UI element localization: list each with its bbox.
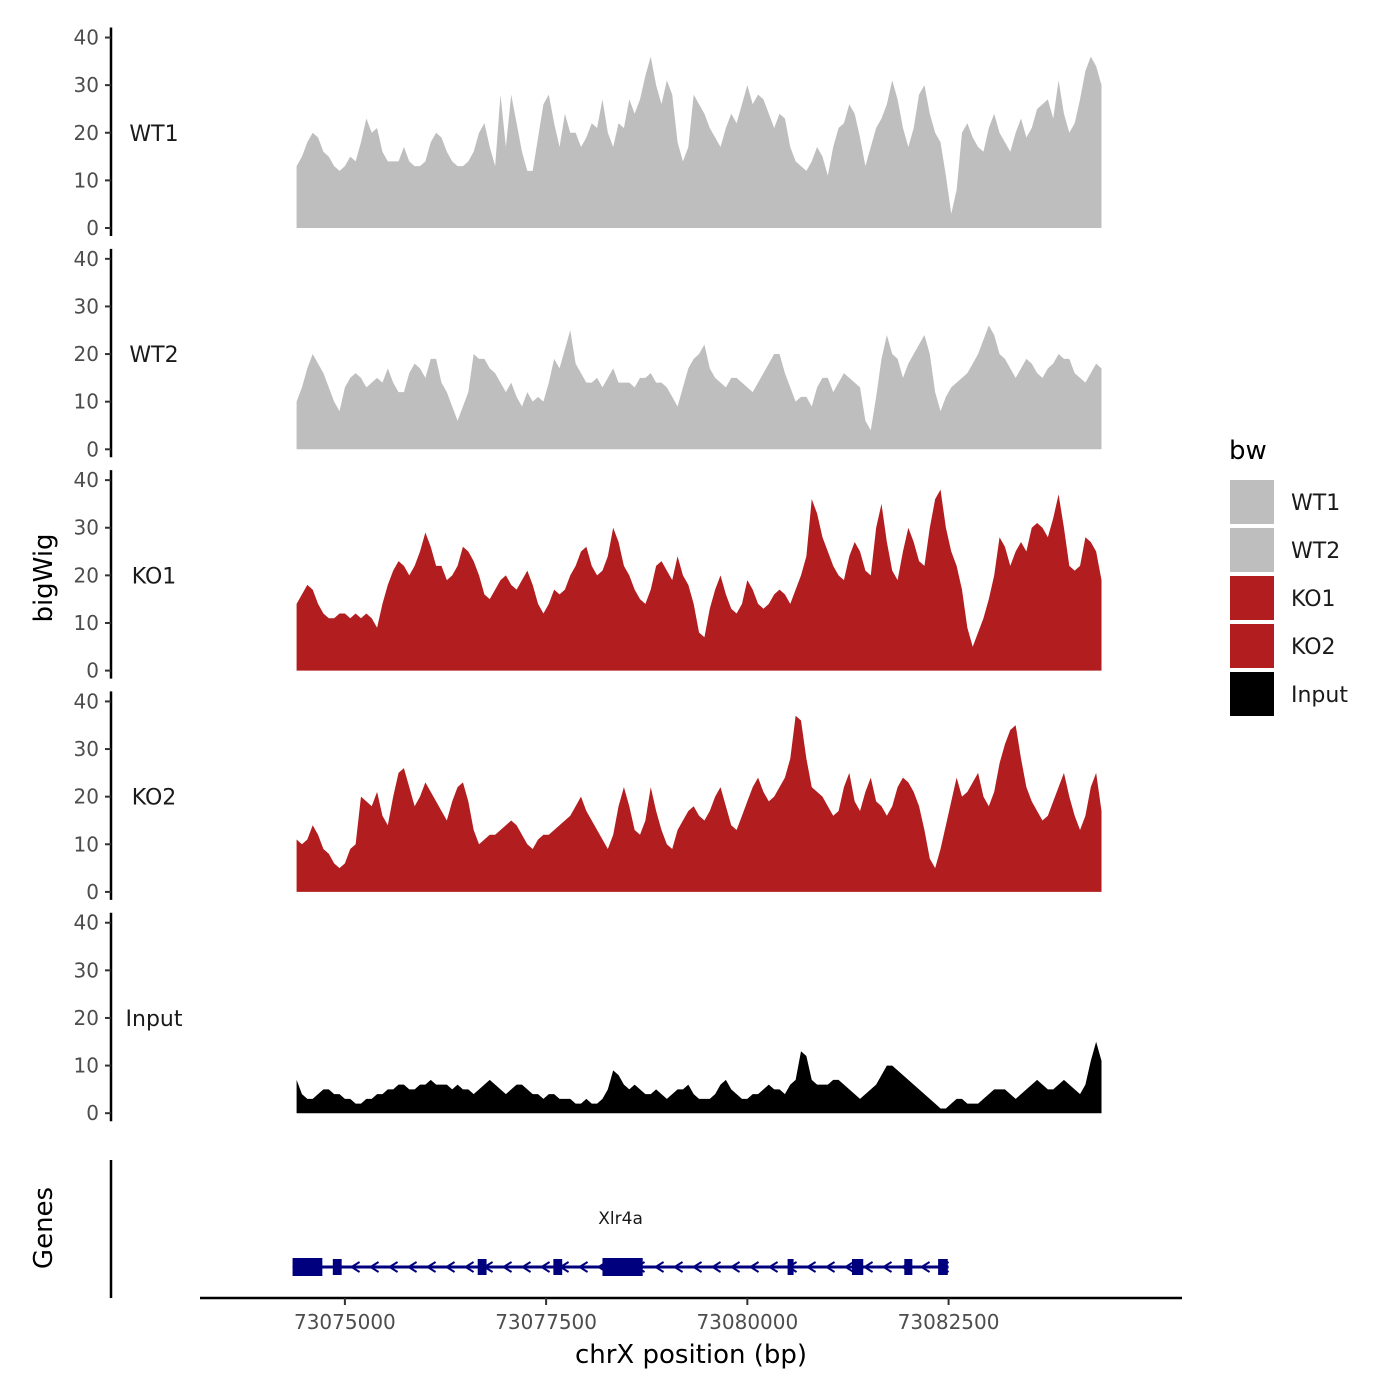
legend-label-wt2: WT2: [1291, 539, 1340, 564]
gene-exon: [292, 1258, 323, 1276]
legend-swatch-ko2: [1230, 624, 1274, 668]
coverage-tracks: 0 10 20 30 40 WT1 0 10 20 30 40 WT2 0 10 20 30 40 KO1 0 10 2…: [74, 26, 1102, 1125]
strand-arrow: [691, 1261, 703, 1273]
y-tick-label: 10: [74, 390, 99, 414]
y-tick-label: 40: [74, 689, 99, 713]
strand-arrow: [672, 1261, 684, 1273]
gene-exon: [553, 1259, 563, 1275]
y-tick-label: 30: [74, 737, 99, 761]
area-series-ko1: [296, 489, 1102, 671]
strand-arrow: [425, 1261, 437, 1273]
y-tick-label: 10: [74, 1054, 99, 1078]
y-tick-label: 40: [74, 911, 99, 935]
gene-exon: [477, 1259, 487, 1275]
y-tick-label: 0: [86, 1101, 99, 1125]
y-tick-label: 40: [74, 247, 99, 271]
strand-arrow: [824, 1261, 836, 1273]
strand-arrow: [805, 1261, 817, 1273]
genes-track: Genes Xlr4a: [29, 1160, 950, 1298]
strand-arrow: [881, 1261, 893, 1273]
y-axis-title: bigWig: [29, 533, 59, 622]
y-tick-label: 30: [74, 73, 99, 97]
y-tick-label: 10: [74, 168, 99, 192]
track-label-ko1: KO1: [132, 564, 177, 589]
x-axis: chrX position (bp) 73075000 73077500 73080…: [200, 1296, 1182, 1370]
y-tick-label: 20: [74, 1006, 99, 1030]
area-series-ko2: [296, 715, 1102, 892]
strand-arrow: [577, 1261, 589, 1273]
legend-swatch-wt2: [1230, 528, 1274, 572]
y-tick-label: 20: [74, 121, 99, 145]
y-tick-label: 0: [86, 880, 99, 904]
strand-arrow: [387, 1261, 399, 1273]
y-tick-label: 30: [74, 958, 99, 982]
genes-track-title: Genes: [29, 1187, 59, 1269]
strand-arrow: [767, 1261, 779, 1273]
legend-swatch-wt1: [1230, 480, 1274, 524]
gene-name-label: Xlr4a: [598, 1209, 643, 1229]
strand-arrow: [862, 1261, 874, 1273]
y-tick-label: 30: [74, 294, 99, 318]
legend-label-wt1: WT1: [1291, 491, 1340, 516]
x-tick-label: 73080000: [696, 1310, 798, 1334]
strand-arrow: [539, 1261, 551, 1273]
legend-label-input: Input: [1291, 683, 1348, 708]
legend-label-ko2: KO2: [1291, 635, 1336, 660]
strand-arrow: [729, 1261, 741, 1273]
gene-exon: [787, 1259, 794, 1275]
strand-arrow: [349, 1261, 361, 1273]
legend-swatch-input: [1230, 672, 1274, 716]
track-label-wt1: WT1: [129, 122, 178, 147]
track-label-wt2: WT2: [129, 343, 178, 368]
strand-arrow: [444, 1261, 456, 1273]
strand-arrow: [748, 1261, 760, 1273]
y-tick-label: 20: [74, 563, 99, 587]
track-ko2: 0 10 20 30 40 KO2: [74, 689, 1102, 904]
y-tick-label: 40: [74, 468, 99, 492]
strand-arrow: [843, 1261, 855, 1273]
area-series-wt2: [296, 325, 1102, 450]
x-tick-label: 73082500: [898, 1310, 1000, 1334]
gene-exon: [904, 1259, 913, 1275]
y-tick-label: 20: [74, 785, 99, 809]
track-wt1: 0 10 20 30 40 WT1: [74, 26, 1102, 240]
y-tick-label: 0: [86, 659, 99, 683]
strand-arrow: [406, 1261, 418, 1273]
gene-exon: [602, 1258, 643, 1276]
legend-label-ko1: KO1: [1291, 587, 1336, 612]
x-tick-label: 73077500: [495, 1310, 597, 1334]
x-axis-title: chrX position (bp): [575, 1340, 807, 1370]
legend-title: bw: [1229, 436, 1267, 466]
y-tick-label: 20: [74, 342, 99, 366]
area-series-input: [296, 1041, 1102, 1114]
y-tick-label: 10: [74, 832, 99, 856]
area-series-wt1: [296, 56, 1102, 228]
track-label-input: Input: [126, 1007, 183, 1032]
track-input: 0 10 20 30 40 Input: [74, 911, 1102, 1125]
track-label-ko2: KO2: [132, 786, 177, 811]
gene-exon: [851, 1259, 864, 1275]
strand-arrow: [520, 1261, 532, 1273]
strand-arrow: [653, 1261, 665, 1273]
y-tick-label: 0: [86, 437, 99, 461]
strand-arrow: [919, 1261, 931, 1273]
strand-arrow: [710, 1261, 722, 1273]
strand-arrow: [463, 1261, 475, 1273]
strand-arrow: [501, 1261, 513, 1273]
track-wt2: 0 10 20 30 40 WT2: [74, 247, 1102, 461]
strand-arrow: [368, 1261, 380, 1273]
y-tick-label: 10: [74, 611, 99, 635]
y-tick-label: 30: [74, 516, 99, 540]
y-tick-label: 40: [74, 26, 99, 50]
track-ko1: 0 10 20 30 40 KO1: [74, 468, 1102, 683]
x-tick-label: 73075000: [294, 1310, 396, 1334]
gene-exon: [938, 1259, 948, 1275]
y-tick-label: 0: [86, 216, 99, 240]
legend: bw WT1 WT2 KO1 KO2 Input: [1229, 436, 1348, 716]
gene-exon: [332, 1259, 342, 1275]
legend-swatch-ko1: [1230, 576, 1274, 620]
